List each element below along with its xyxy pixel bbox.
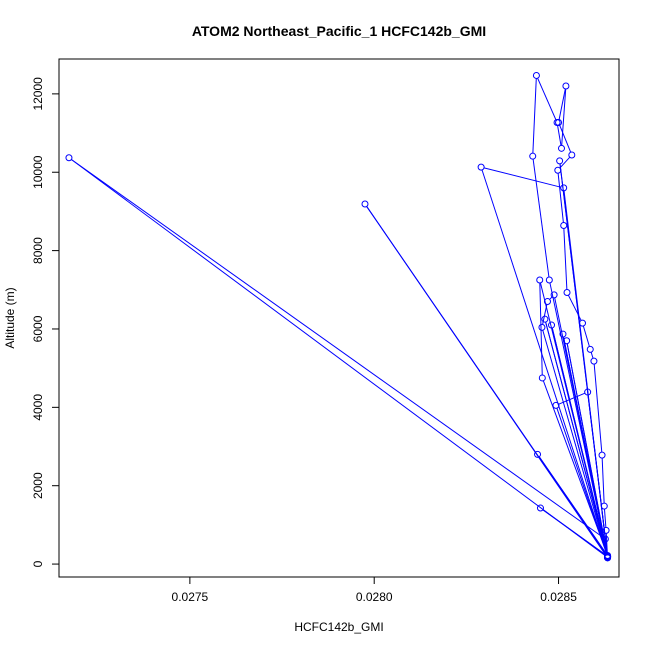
data-point <box>543 298 551 306</box>
series-segment <box>71 159 606 557</box>
data-point <box>568 151 576 159</box>
y-axis-label: Altitude (m) <box>3 287 17 348</box>
y-tick-label: 12000 <box>31 77 45 111</box>
data-point <box>562 82 570 90</box>
x-axis: 0.0275 0.0280 0.0285 <box>172 576 577 604</box>
data-point <box>602 526 610 534</box>
data-point <box>538 374 546 382</box>
data-point <box>563 289 571 297</box>
series-segment <box>71 159 604 538</box>
series-segment <box>551 327 608 554</box>
data-point <box>557 144 565 152</box>
series-segment <box>559 125 572 153</box>
series-segment <box>590 352 594 359</box>
data-point <box>65 154 73 162</box>
series-segment <box>539 282 543 375</box>
x-tick-label: 0.0280 <box>356 590 393 604</box>
series-segment <box>601 458 605 504</box>
series-segment <box>481 169 608 554</box>
data-point <box>553 118 561 126</box>
data-point <box>536 504 544 512</box>
series-segment <box>483 167 561 188</box>
y-tick-label: 2000 <box>31 472 45 499</box>
series-segment <box>563 336 608 555</box>
series-segment <box>557 173 564 223</box>
data-point <box>556 157 564 165</box>
data-point <box>584 388 592 396</box>
x-tick-label: 0.0285 <box>540 590 577 604</box>
data-point <box>560 222 568 230</box>
data-point <box>550 291 558 299</box>
y-axis: 0 2000 4000 6000 8000 10000 12000 <box>31 77 60 567</box>
series-segment <box>559 163 608 554</box>
x-tick-label: 0.0275 <box>172 590 209 604</box>
series-segment <box>557 125 562 146</box>
y-tick-label: 0 <box>31 560 45 567</box>
chart-title: ATOM2 Northeast_Pacific_1 HCFC142b_GMI <box>192 23 486 39</box>
data-point <box>552 401 560 409</box>
series-segment <box>561 88 567 146</box>
y-tick-label: 10000 <box>31 155 45 189</box>
series-segment <box>559 156 571 169</box>
y-tick-label: 6000 <box>31 315 45 342</box>
series-segment <box>558 392 586 405</box>
data-point <box>559 330 567 338</box>
data-point <box>560 184 568 192</box>
series-segment <box>532 159 550 278</box>
data-point <box>598 451 606 459</box>
data-point <box>529 152 537 160</box>
data-point <box>361 200 369 208</box>
data-point <box>604 554 612 562</box>
series-segment <box>537 78 557 120</box>
series-segment <box>558 88 566 120</box>
series-segment <box>563 228 568 290</box>
data-point <box>586 345 594 353</box>
series-segment <box>582 325 590 347</box>
series-segment <box>366 206 607 555</box>
x-axis-label: HCFC142b_GMI <box>294 620 383 634</box>
data-point <box>541 315 549 323</box>
data-point <box>601 535 609 543</box>
series-segment <box>542 509 606 555</box>
series-segment <box>542 380 608 553</box>
data-point <box>545 276 553 284</box>
data-point <box>554 166 562 174</box>
series-segment <box>549 296 553 300</box>
data-point <box>563 337 571 345</box>
data-point <box>534 450 542 458</box>
data-point <box>579 319 587 327</box>
data-point <box>536 276 544 284</box>
data-point <box>548 321 556 329</box>
series-segment <box>542 330 608 555</box>
data-point <box>538 323 546 331</box>
data-point <box>600 502 608 510</box>
series-layer <box>65 71 612 562</box>
series-segment <box>603 509 607 528</box>
y-tick-label: 8000 <box>31 237 45 264</box>
data-point <box>532 71 540 79</box>
data-point <box>477 163 485 171</box>
series-segment <box>532 78 537 154</box>
series-segment <box>593 364 603 453</box>
data-point <box>590 357 598 365</box>
series-segment <box>545 321 608 554</box>
y-tick-label: 4000 <box>31 394 45 421</box>
